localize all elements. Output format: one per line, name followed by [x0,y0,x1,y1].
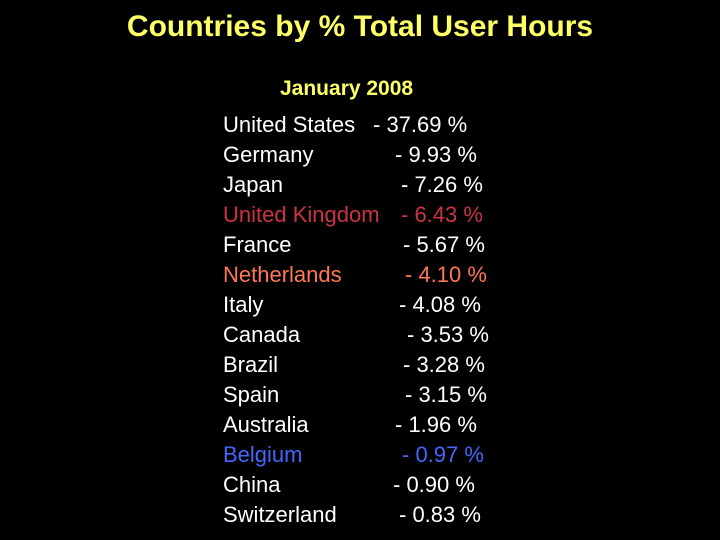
country-name: United Kingdom [223,202,380,227]
slide-subtitle: January 2008 [280,77,414,100]
list-item: Switzerland - 0.83 % [223,500,523,530]
country-name: Japan [223,172,283,197]
country-name: Brazil [223,352,279,377]
percent-value: - 4.10 % [405,262,487,287]
percent-value: - 0.97 % [402,442,484,467]
country-list: United States - 37.69 % Germany - 9.93 %… [223,110,523,530]
list-item: Canada - 3.53 % [223,320,523,350]
list-item: Belgium - 0.97 % [223,440,523,470]
percent-value: - 3.53 % [407,322,489,347]
slide-title: Countries by % Total User Hours [126,10,594,43]
percent-value: - 0.90 % [393,472,475,497]
percent-value: - 0.83 % [399,502,481,527]
percent-value: - 6.43 % [401,202,483,227]
percent-value: - 5.67 % [403,232,485,257]
percent-value: - 9.93 % [395,142,477,167]
country-name: Spain [223,382,280,407]
country-name: Australia [223,412,309,437]
country-name: Belgium [223,442,303,467]
country-name: Switzerland [223,502,337,527]
country-name: Italy [223,292,264,317]
percent-value: - 37.69 % [373,112,468,137]
list-item: Australia - 1.96 % [223,410,523,440]
list-item: United States - 37.69 % [223,110,523,140]
country-name: Netherlands [223,262,342,287]
percent-value: - 3.28 % [403,352,485,377]
percent-value: - 4.08 % [399,292,481,317]
percent-value: - 7.26 % [401,172,483,197]
list-item: Germany - 9.93 % [223,140,523,170]
percent-value: - 1.96 % [395,412,477,437]
country-name: Germany [223,142,314,167]
list-item: Japan - 7.26 % [223,170,523,200]
country-name: France [223,232,292,257]
percent-value: - 3.15 % [405,382,487,407]
list-item: China - 0.90 % [223,470,523,500]
list-item: Netherlands - 4.10 % [223,260,523,290]
list-item: France - 5.67 % [223,230,523,260]
country-name: China [223,472,281,497]
country-name: Canada [223,322,301,347]
country-name: United States [223,112,356,137]
list-item: Brazil - 3.28 % [223,350,523,380]
list-item: Italy - 4.08 % [223,290,523,320]
list-item: United Kingdom - 6.43 % [223,200,523,230]
list-item: Spain - 3.15 % [223,380,523,410]
